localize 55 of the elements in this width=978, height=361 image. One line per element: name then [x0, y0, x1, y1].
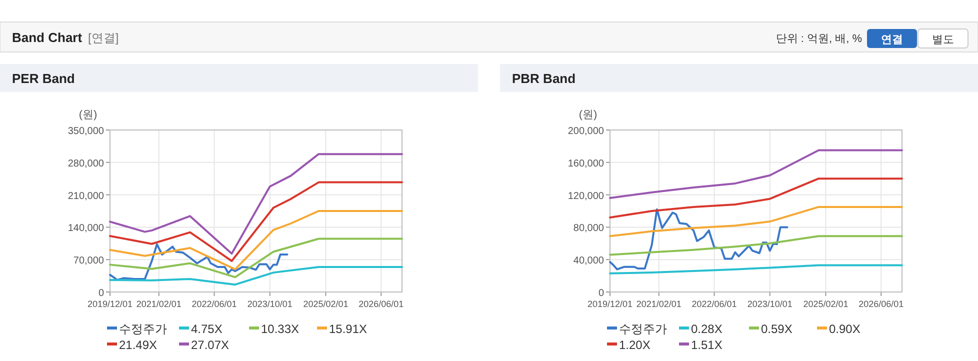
- y-tick-label: 280,000: [68, 158, 104, 170]
- legend-label: 21.49X: [119, 338, 158, 352]
- line-series: [109, 153, 403, 255]
- x-tick-label: 2021/02/01: [636, 299, 682, 309]
- legend-label: 1.51X: [691, 338, 722, 352]
- legend-label: 4.75X: [191, 322, 222, 336]
- legend-label: 27.07X: [191, 338, 230, 352]
- y-axis-title: (원): [578, 109, 598, 121]
- x-tick-label: 2023/10/01: [247, 299, 292, 309]
- line-series: [109, 243, 288, 281]
- line-series: [609, 149, 903, 200]
- text: Band Chart: [12, 30, 83, 45]
- x-tick-label: 2019/12/01: [87, 299, 133, 309]
- y-tick-label: 200,000: [568, 126, 604, 137]
- x-tick-label: 2022/06/01: [192, 299, 237, 309]
- line-series: [109, 210, 403, 270]
- x-tick-label: 2023/10/01: [747, 299, 792, 309]
- x-tick-label: 2026/06/01: [358, 299, 404, 309]
- legend-label: 0.28X: [691, 322, 722, 336]
- y-tick-label: 140,000: [68, 223, 104, 234]
- y-tick-label: 160,000: [568, 158, 604, 170]
- legend-label: 수정주가: [119, 322, 167, 336]
- legend-label: 0.59X: [761, 322, 792, 336]
- y-tick-label: 210,000: [68, 190, 104, 202]
- y-tick-label: 0: [98, 288, 104, 299]
- line-series: [609, 206, 903, 238]
- legend-label: 수정주가: [619, 322, 667, 336]
- text: [연결]: [88, 31, 119, 45]
- y-tick-label: 80,000: [573, 223, 604, 234]
- x-tick-label: 2025/02/01: [803, 299, 848, 309]
- y-axis-title: (원): [78, 109, 98, 121]
- x-tick-label: 2019/12/01: [587, 299, 633, 309]
- legend-label: 0.90X: [829, 322, 860, 336]
- text: 단위 : 억원, 배, %: [776, 33, 862, 45]
- x-tick-label: 2025/02/01: [303, 299, 348, 309]
- line-series: [609, 208, 788, 270]
- line-series: [609, 178, 903, 218]
- y-tick-label: 0: [598, 288, 604, 299]
- line-series: [109, 238, 403, 278]
- line-series: [609, 235, 903, 256]
- y-tick-label: 40,000: [573, 256, 604, 267]
- y-tick-label: 70,000: [73, 256, 104, 267]
- legend-label: 1.20X: [619, 338, 650, 352]
- chart-title: PBR Band: [512, 71, 576, 86]
- x-tick-label: 2021/02/01: [136, 299, 182, 309]
- legend-label: 15.91X: [329, 322, 368, 336]
- line-series: [609, 264, 903, 274]
- chart-title: PER Band: [12, 71, 75, 86]
- x-tick-label: 2022/06/01: [692, 299, 737, 309]
- y-tick-label: 120,000: [568, 190, 604, 202]
- y-tick-label: 350,000: [68, 126, 104, 137]
- line-series: [109, 266, 403, 286]
- legend-label: 10.33X: [261, 322, 300, 336]
- x-tick-label: 2026/06/01: [858, 299, 904, 309]
- line-series: [109, 181, 403, 262]
